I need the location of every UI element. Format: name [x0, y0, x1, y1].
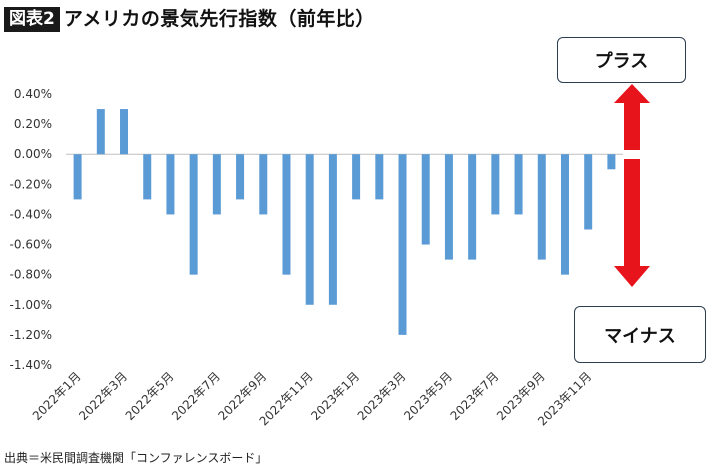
arrow-down-head [614, 266, 650, 287]
x-tick-label: 2022年7月 [169, 369, 223, 423]
bar-2022年9月 [259, 154, 268, 215]
bar-2023年2月 [375, 154, 384, 200]
x-tick-label: 2022年1月 [30, 369, 84, 423]
y-tick-label: -0.60% [10, 238, 52, 252]
bar-2023年8月 [514, 154, 523, 215]
bar-2022年5月 [166, 154, 175, 215]
bar-2023年1月 [352, 154, 361, 200]
bar-2022年11月 [305, 154, 314, 305]
bar-2022年10月 [282, 154, 291, 275]
arrow-up-shaft [624, 102, 640, 150]
figure-label: 図表2 [4, 6, 60, 32]
y-tick-label: -1.20% [10, 328, 52, 342]
chart-title-row: 図表2 アメリカの景気先行指数（前年比） [4, 6, 375, 32]
bar-2023年6月 [468, 154, 477, 260]
minus-callout: マイナス [574, 306, 706, 363]
y-tick-label: -1.40% [10, 358, 52, 372]
x-tick-label: 2022年3月 [76, 369, 130, 423]
y-tick-label: 0.40% [14, 87, 52, 101]
y-tick-label: 0.20% [14, 117, 52, 131]
x-tick-label: 2023年1月 [308, 369, 362, 423]
x-tick-label: 2023年5月 [401, 369, 455, 423]
y-tick-label: -0.20% [10, 177, 52, 191]
x-tick-label: 2022年5月 [123, 369, 177, 423]
y-tick-label: 0.00% [14, 147, 52, 161]
bar-2023年7月 [491, 154, 500, 215]
plus-callout: プラス [557, 37, 686, 83]
arrow-down-shaft [624, 159, 640, 267]
bar-2023年4月 [421, 154, 430, 245]
y-tick-label: -0.80% [10, 268, 52, 282]
bar-2023年3月 [398, 154, 407, 335]
arrow-up-head [614, 84, 650, 103]
x-tick-label: 2023年3月 [355, 369, 409, 423]
bar-2022年7月 [212, 154, 221, 215]
bar-2022年6月 [189, 154, 198, 275]
bar-2022年12月 [328, 154, 337, 305]
bar-2023年10月 [560, 154, 569, 275]
chart-title: アメリカの景気先行指数（前年比） [63, 8, 375, 30]
bar-2022年1月 [73, 154, 82, 200]
bar-2023年5月 [444, 154, 453, 260]
y-tick-label: -1.00% [10, 298, 52, 312]
bar-2022年3月 [120, 109, 129, 155]
source-note: 出典＝米民間調査機関「コンファレンスボード」 [4, 451, 268, 465]
x-tick-label: 2023年7月 [448, 369, 502, 423]
bar-2023年11月 [584, 154, 593, 230]
bar-2023年9月 [537, 154, 546, 260]
y-tick-label: -0.40% [10, 207, 52, 221]
bar-2022年8月 [236, 154, 245, 200]
bar-2022年2月 [96, 109, 105, 155]
bar-2022年4月 [143, 154, 152, 200]
bar-2023年12月 [607, 154, 616, 170]
